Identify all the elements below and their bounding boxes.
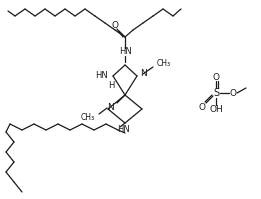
Text: HN: HN — [117, 126, 129, 135]
Text: H: H — [108, 81, 114, 90]
Text: OH: OH — [209, 105, 223, 114]
Text: CH₃: CH₃ — [81, 112, 95, 122]
Text: O: O — [199, 102, 205, 111]
Text: CH₃: CH₃ — [157, 59, 171, 67]
Text: O: O — [229, 89, 236, 98]
Text: O: O — [212, 72, 220, 82]
Text: O: O — [111, 21, 118, 30]
Text: N: N — [108, 102, 114, 111]
Text: S: S — [213, 88, 219, 98]
Text: HN: HN — [120, 48, 132, 57]
Text: HN: HN — [95, 70, 108, 79]
Text: N: N — [140, 69, 147, 78]
